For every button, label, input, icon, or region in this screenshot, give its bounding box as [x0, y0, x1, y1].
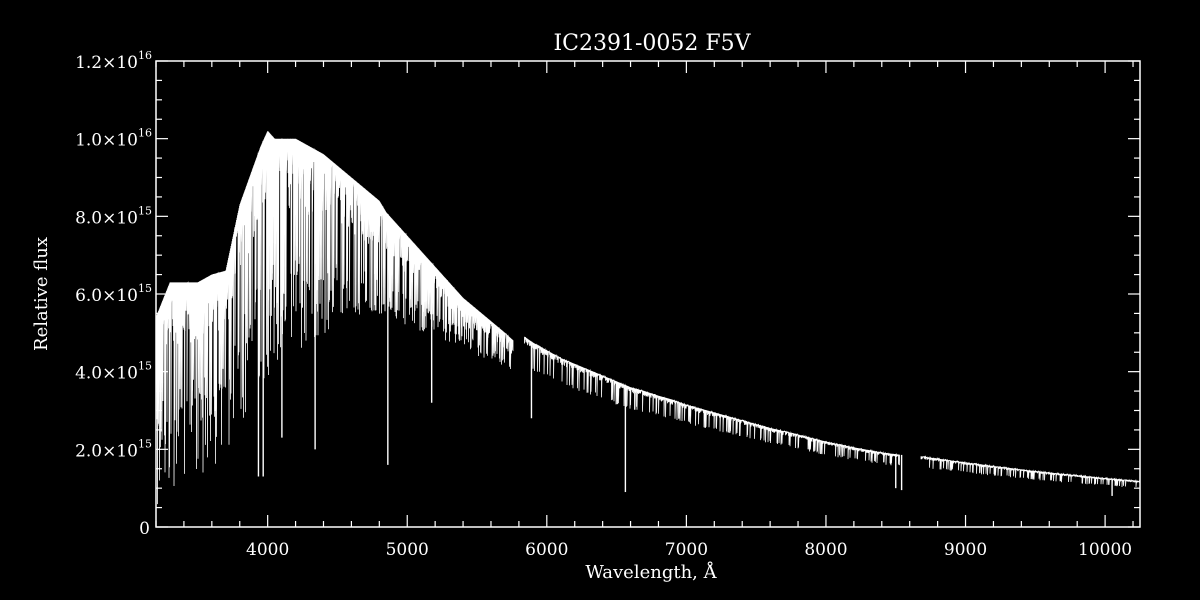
x-tick-label: 6000 — [525, 540, 568, 560]
plot-frame — [155, 60, 1141, 528]
x-axis-label: Wavelength, Å — [585, 561, 717, 583]
y-tick-label: 6.0×1015 — [75, 282, 152, 306]
x-tick-label: 9000 — [944, 540, 987, 560]
y-tick-label: 2.0×1015 — [75, 437, 152, 461]
y-tick-label: 4.0×1015 — [75, 360, 152, 384]
x-tick-label: 10000 — [1078, 540, 1132, 560]
x-tick-label: 4000 — [246, 540, 289, 560]
spectrum-series — [155, 131, 1141, 505]
y-axis-label: Relative flux — [31, 237, 52, 351]
y-tick-label: 0 — [139, 519, 150, 539]
x-tick-label: 5000 — [386, 540, 429, 560]
y-tick-label: 8.0×1015 — [75, 204, 152, 228]
chart-title: IC2391-0052 F5V — [553, 31, 751, 56]
y-tick-label: 1.2×1016 — [75, 49, 152, 73]
x-tick-label: 8000 — [804, 540, 847, 560]
x-tick-label: 7000 — [665, 540, 708, 560]
tick-labels: 4000 5000 6000 7000 8000 9000 10000 0 2.0×1015 4.… — [75, 49, 1132, 560]
spectrum-line — [155, 131, 1141, 505]
y-tick-label: 1.0×1016 — [75, 127, 152, 151]
